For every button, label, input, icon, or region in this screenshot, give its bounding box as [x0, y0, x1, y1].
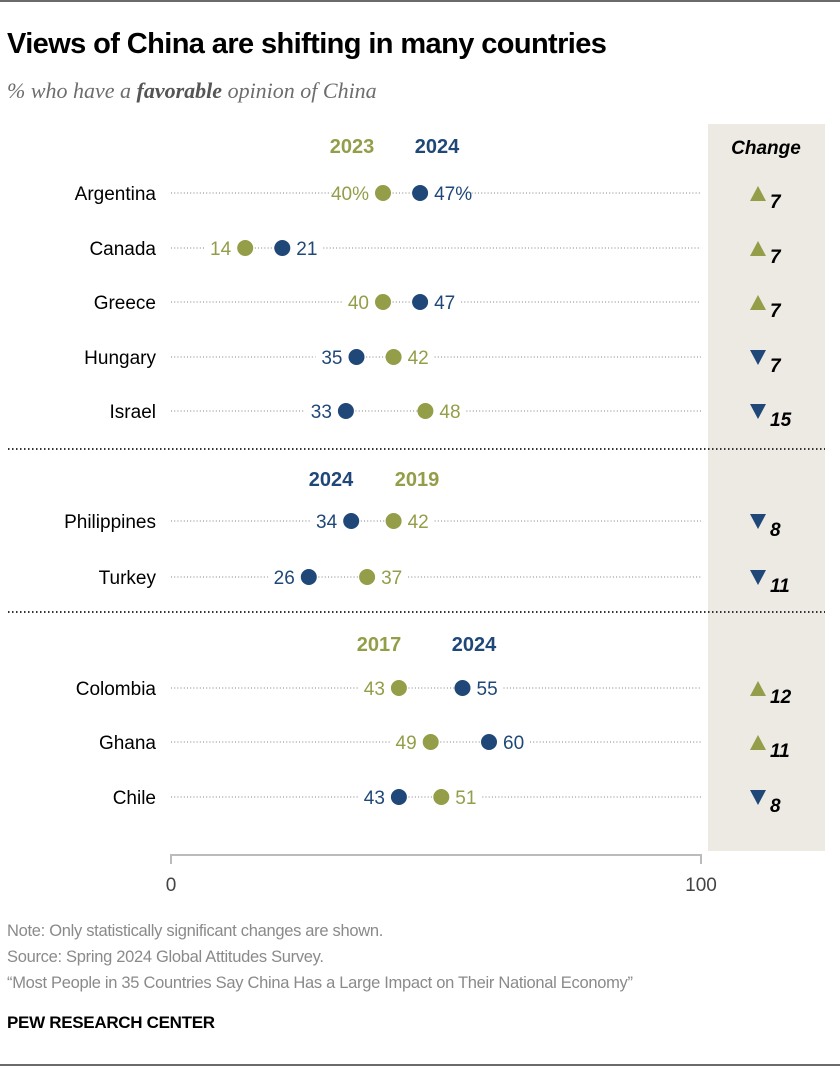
value-label: 42 [408, 512, 429, 533]
legend-label-2023: 2023 [330, 136, 375, 158]
value-label: 43 [364, 679, 385, 700]
legend-label-2017: 2017 [357, 634, 402, 656]
value-label: 35 [321, 348, 342, 369]
report-title-text: “Most People in 35 Countries Say China H… [7, 974, 633, 992]
x-tick-label: 100 [685, 875, 717, 896]
change-value: 12 [770, 687, 792, 708]
legend-label-2024: 2024 [452, 634, 497, 656]
legend-label-2019: 2019 [395, 469, 440, 491]
triangle-up-icon [750, 681, 766, 696]
dot-green [359, 569, 376, 585]
triangle-down-icon [750, 514, 766, 529]
triangle-down-icon [750, 790, 766, 805]
value-label: 55 [477, 679, 498, 700]
x-axis-line [170, 854, 702, 864]
country-label: Canada [89, 239, 156, 260]
subtitle-post: opinion of China [222, 78, 377, 103]
triangle-up-icon [750, 186, 766, 201]
value-label: 37 [381, 568, 402, 589]
dot-blue [274, 240, 291, 256]
change-value: 15 [770, 410, 792, 431]
triangle-down-icon [750, 350, 766, 365]
triangle-down-icon [750, 570, 766, 585]
country-label: Israel [110, 402, 156, 423]
triangle-up-icon [750, 241, 766, 256]
value-label: 48 [439, 402, 460, 423]
country-label: Turkey [99, 568, 157, 589]
value-label: 40% [331, 184, 369, 205]
dot-green [375, 185, 391, 201]
value-label: 47 [434, 293, 455, 314]
dot-green [433, 789, 450, 805]
country-label: Chile [113, 788, 156, 809]
dot-blue [454, 680, 471, 696]
chart-subtitle: % who have a favorable opinion of China [7, 78, 377, 104]
value-label: 47% [434, 184, 472, 205]
value-label: 43 [364, 788, 385, 809]
value-label: 34 [316, 512, 338, 533]
value-label: 51 [455, 788, 476, 809]
dot-blue [300, 569, 317, 585]
value-label: 49 [396, 733, 417, 754]
dot-blue [390, 789, 407, 805]
triangle-up-icon [750, 735, 766, 750]
dot-green [375, 294, 391, 310]
dot-green [237, 240, 254, 256]
value-label: 14 [210, 239, 232, 260]
subtitle-pre: % who have a [7, 78, 137, 103]
value-label: 60 [503, 733, 524, 754]
dot-green [385, 349, 402, 365]
country-label: Argentina [75, 184, 157, 205]
dot-blue [412, 185, 429, 201]
dot-blue [412, 294, 429, 310]
dot-green [422, 734, 439, 750]
change-value: 11 [770, 576, 790, 597]
note-text: Note: Only statistically significant cha… [7, 922, 384, 940]
country-label: Colombia [76, 679, 157, 700]
source-text: Source: Spring 2024 Global Attitudes Sur… [7, 948, 324, 966]
dot-blue [343, 513, 360, 529]
change-value: 7 [770, 192, 782, 213]
value-label: 40 [348, 293, 369, 314]
country-label: Greece [94, 293, 156, 314]
country-label: Ghana [99, 733, 156, 754]
change-value: 7 [770, 356, 782, 377]
bottom-rule [0, 1064, 840, 1066]
value-label: 21 [296, 239, 317, 260]
value-label: 26 [274, 568, 295, 589]
country-label: Philippines [64, 512, 156, 533]
country-label: Hungary [84, 348, 156, 369]
change-value: 11 [770, 741, 790, 762]
value-label: 33 [311, 402, 332, 423]
change-header: Change [731, 138, 801, 159]
legend-label-2024: 2024 [415, 136, 460, 158]
triangle-up-icon [750, 295, 766, 310]
dot-green [417, 403, 434, 419]
dot-blue [348, 349, 365, 365]
dot-blue [337, 403, 354, 419]
x-tick-label: 0 [166, 875, 177, 896]
change-value: 8 [770, 796, 781, 817]
brand-logo: PEW RESEARCH CENTER [7, 1013, 215, 1032]
change-value: 7 [770, 301, 782, 322]
dot-blue [481, 734, 497, 750]
dot-green [385, 513, 402, 529]
chart-title: Views of China are shifting in many coun… [7, 28, 607, 60]
top-rule [0, 0, 840, 2]
subtitle-bold: favorable [136, 78, 223, 103]
value-label: 42 [408, 348, 429, 369]
change-panel [708, 124, 825, 851]
legend-label-2024: 2024 [309, 469, 354, 491]
change-value: 7 [770, 247, 782, 268]
dot-green [390, 680, 407, 696]
triangle-down-icon [750, 404, 766, 419]
change-value: 8 [770, 520, 781, 541]
